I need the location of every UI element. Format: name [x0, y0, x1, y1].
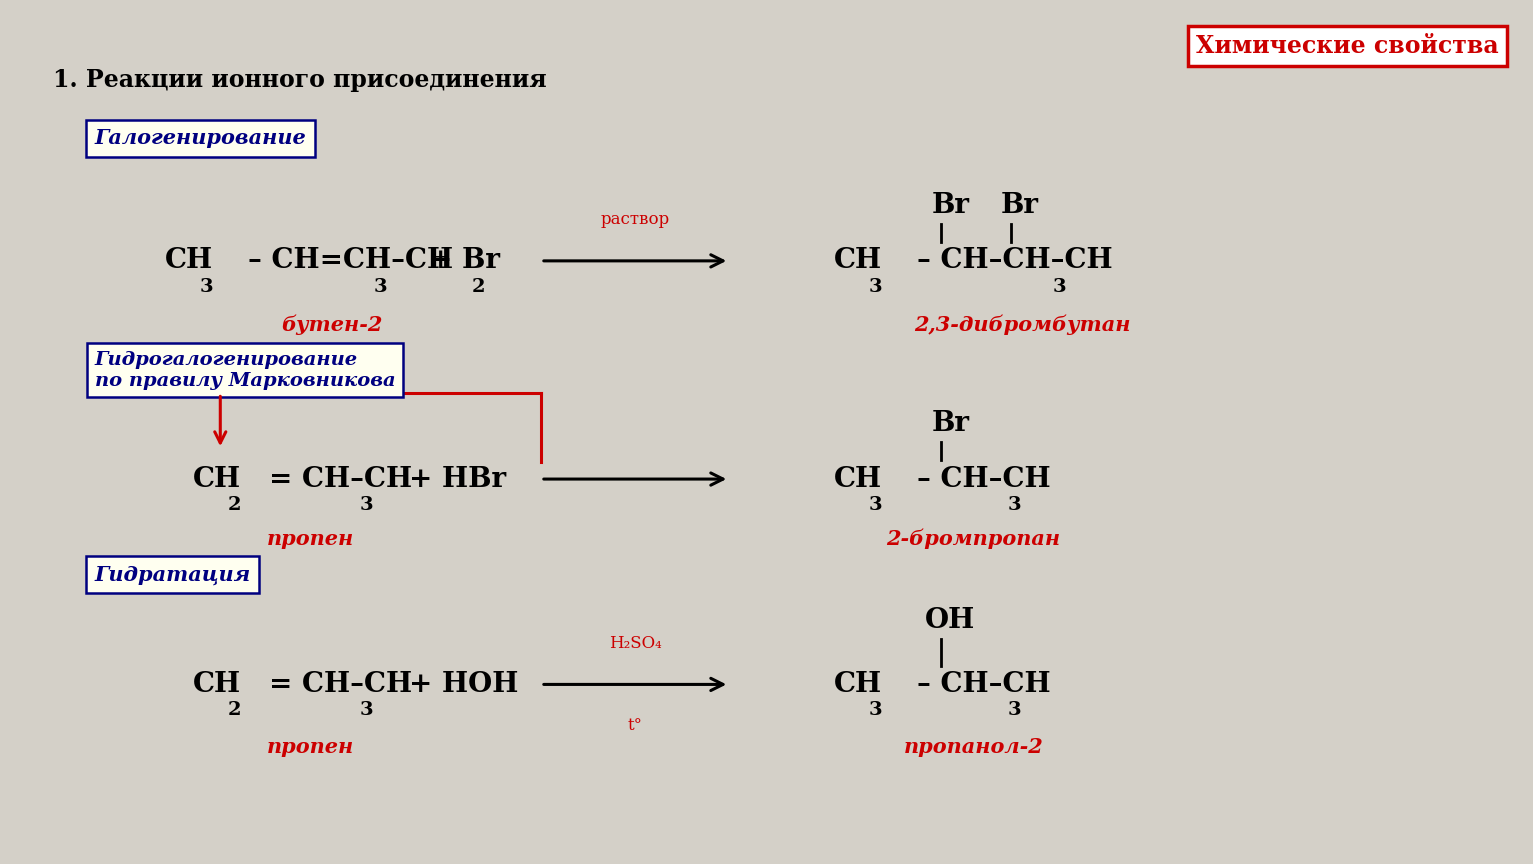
Text: пропанол-2: пропанол-2 [903, 737, 1042, 757]
Text: 2-бромпропан: 2-бромпропан [886, 529, 1061, 550]
Text: Галогенирование: Галогенирование [95, 128, 307, 149]
Text: H₂SO₄: H₂SO₄ [609, 635, 661, 652]
Text: t°: t° [627, 717, 642, 734]
Text: Br: Br [1001, 192, 1039, 219]
Text: 3: 3 [1009, 496, 1021, 514]
Text: 3: 3 [1053, 277, 1067, 295]
Text: Br: Br [932, 192, 969, 219]
Text: 2: 2 [471, 277, 484, 295]
Text: = CH–CH: = CH–CH [270, 671, 412, 698]
Text: пропен: пропен [267, 529, 354, 549]
Text: CH: CH [834, 247, 881, 275]
Text: + Br: + Br [429, 247, 500, 275]
Text: + HOH: + HOH [408, 671, 518, 698]
Text: – CH–CH–CH: – CH–CH–CH [917, 247, 1113, 275]
Text: = CH–CH: = CH–CH [270, 466, 412, 492]
Text: 3: 3 [360, 496, 374, 514]
Text: 3: 3 [869, 496, 883, 514]
Text: – CH=CH–CH: – CH=CH–CH [248, 247, 454, 275]
Text: 2: 2 [227, 701, 241, 719]
Text: бутен-2: бутен-2 [281, 314, 383, 335]
Text: CH: CH [193, 466, 241, 492]
Text: 1. Реакции ионного присоединения: 1. Реакции ионного присоединения [54, 68, 547, 92]
Text: – CH–CH: – CH–CH [917, 671, 1052, 698]
Text: Гидрогалогенирование
по правилу Марковникова: Гидрогалогенирование по правилу Марковни… [95, 351, 396, 390]
Text: – CH–CH: – CH–CH [917, 466, 1052, 492]
Text: 3: 3 [374, 277, 388, 295]
Text: + HBr: + HBr [408, 466, 506, 492]
Text: пропен: пропен [267, 737, 354, 757]
Text: раствор: раствор [601, 212, 670, 228]
Text: Химические свойства: Химические свойства [1196, 34, 1499, 58]
Text: CH: CH [193, 671, 241, 698]
Text: 3: 3 [869, 277, 883, 295]
Text: Br: Br [932, 410, 969, 437]
Text: 3: 3 [869, 701, 883, 719]
Text: OH: OH [924, 607, 975, 634]
Text: CH: CH [834, 466, 881, 492]
Text: 3: 3 [199, 277, 213, 295]
Text: Гидратация: Гидратация [95, 565, 251, 585]
Text: 3: 3 [1009, 701, 1021, 719]
Text: CH: CH [164, 247, 213, 275]
Text: 3: 3 [360, 701, 374, 719]
Text: 2,3-дибромбутан: 2,3-дибромбутан [914, 314, 1130, 335]
Text: 2: 2 [227, 496, 241, 514]
Text: CH: CH [834, 671, 881, 698]
